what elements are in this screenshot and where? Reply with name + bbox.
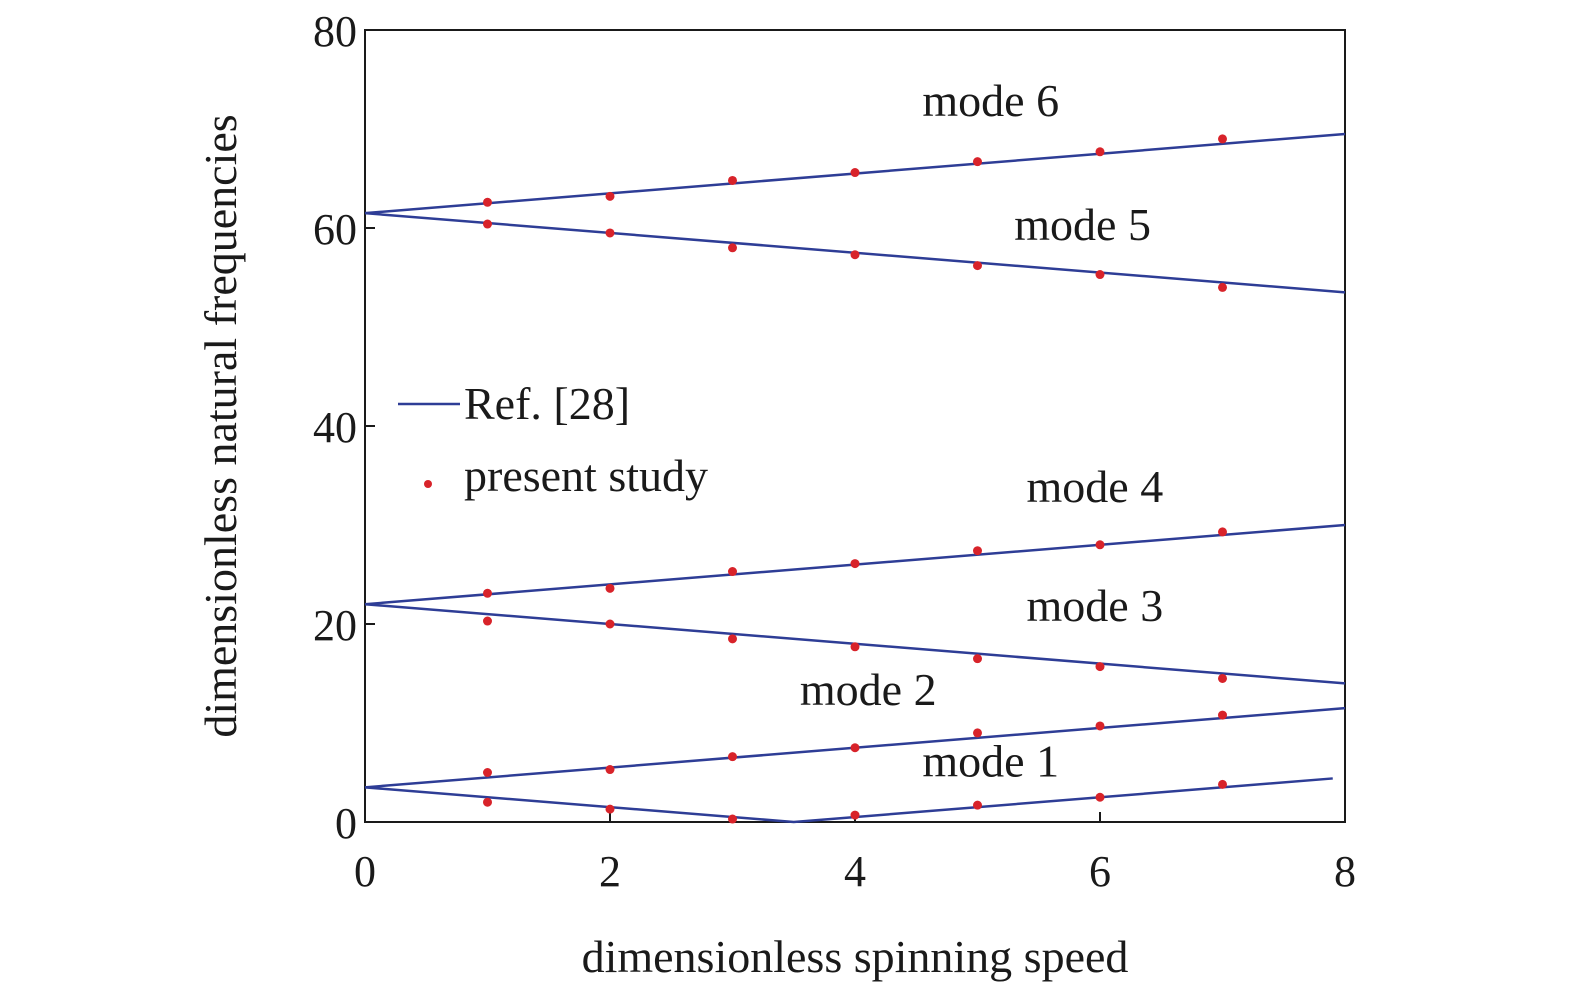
x-tick-label: 4 [844,847,866,896]
x-tick-label: 8 [1334,847,1356,896]
legend: Ref. [28] present study [398,378,708,501]
point-mode-4 [1095,540,1105,550]
point-mode-5 [850,250,860,260]
point-mode-2 [1095,721,1105,731]
point-mode-3 [973,654,982,664]
point-mode-6 [850,168,860,178]
mode-label-1: mode 1 [922,735,1059,786]
x-tick-label: 0 [354,847,376,896]
point-mode-3 [728,634,737,644]
point-mode-2 [973,728,982,738]
point-mode-5 [1095,270,1105,280]
point-mode-5 [605,228,615,238]
mode-labels: mode 1 mode 2 mode 3 mode 4 mode 5 mode 6 [800,75,1163,786]
x-tick-label: 2 [599,847,621,896]
point-mode-5 [728,243,737,253]
mode-label-3: mode 3 [1027,580,1164,631]
point-mode-2 [850,743,860,753]
mode-label-6: mode 6 [922,75,1059,126]
point-mode-6 [1218,134,1227,144]
legend-dot-swatch [424,480,432,488]
point-mode-2 [728,752,737,762]
point-mode-6 [605,191,615,201]
mode-label-5: mode 5 [1014,199,1151,250]
point-mode-1 [1095,792,1105,802]
x-tick-label: 6 [1089,847,1111,896]
y-tick-label: 80 [313,7,357,56]
ref-line-mode-1 [364,777,1333,824]
point-mode-4 [850,559,860,569]
point-mode-3 [850,642,860,652]
x-axis-label: dimensionless spinning speed [582,931,1129,982]
legend-dot-label: present study [464,450,708,501]
point-mode-3 [605,619,615,629]
point-mode-4 [483,588,492,598]
point-mode-6 [973,157,982,167]
point-mode-6 [728,175,737,185]
point-mode-4 [973,546,982,556]
point-mode-6 [483,197,492,207]
y-tick-label: 40 [313,403,357,452]
y-axis-label: dimensionless natural frequencies [195,114,246,737]
point-mode-5 [1218,282,1227,292]
point-mode-5 [973,261,982,271]
point-mode-4 [1218,527,1227,537]
mode-label-4: mode 4 [1027,461,1164,512]
y-tick-label: 60 [313,205,357,254]
point-mode-1 [483,797,492,807]
point-mode-3 [483,616,492,626]
point-mode-1 [973,800,982,810]
point-mode-4 [605,583,615,593]
point-mode-2 [605,765,615,775]
point-mode-2 [483,768,492,777]
point-mode-1 [1218,779,1227,789]
point-mode-6 [1095,147,1105,157]
point-mode-1 [850,810,860,820]
point-mode-3 [1095,662,1105,672]
point-mode-3 [1218,673,1227,683]
point-mode-1 [605,804,615,814]
y-tick-label: 0 [335,799,357,848]
legend-line-label: Ref. [28] [464,378,630,429]
point-mode-2 [1218,710,1227,720]
present-study-points [483,134,1227,824]
y-tick-label: 20 [313,601,357,650]
point-mode-5 [483,219,492,229]
point-mode-1 [728,814,737,824]
point-mode-4 [728,567,737,577]
mode-label-2: mode 2 [800,664,937,715]
